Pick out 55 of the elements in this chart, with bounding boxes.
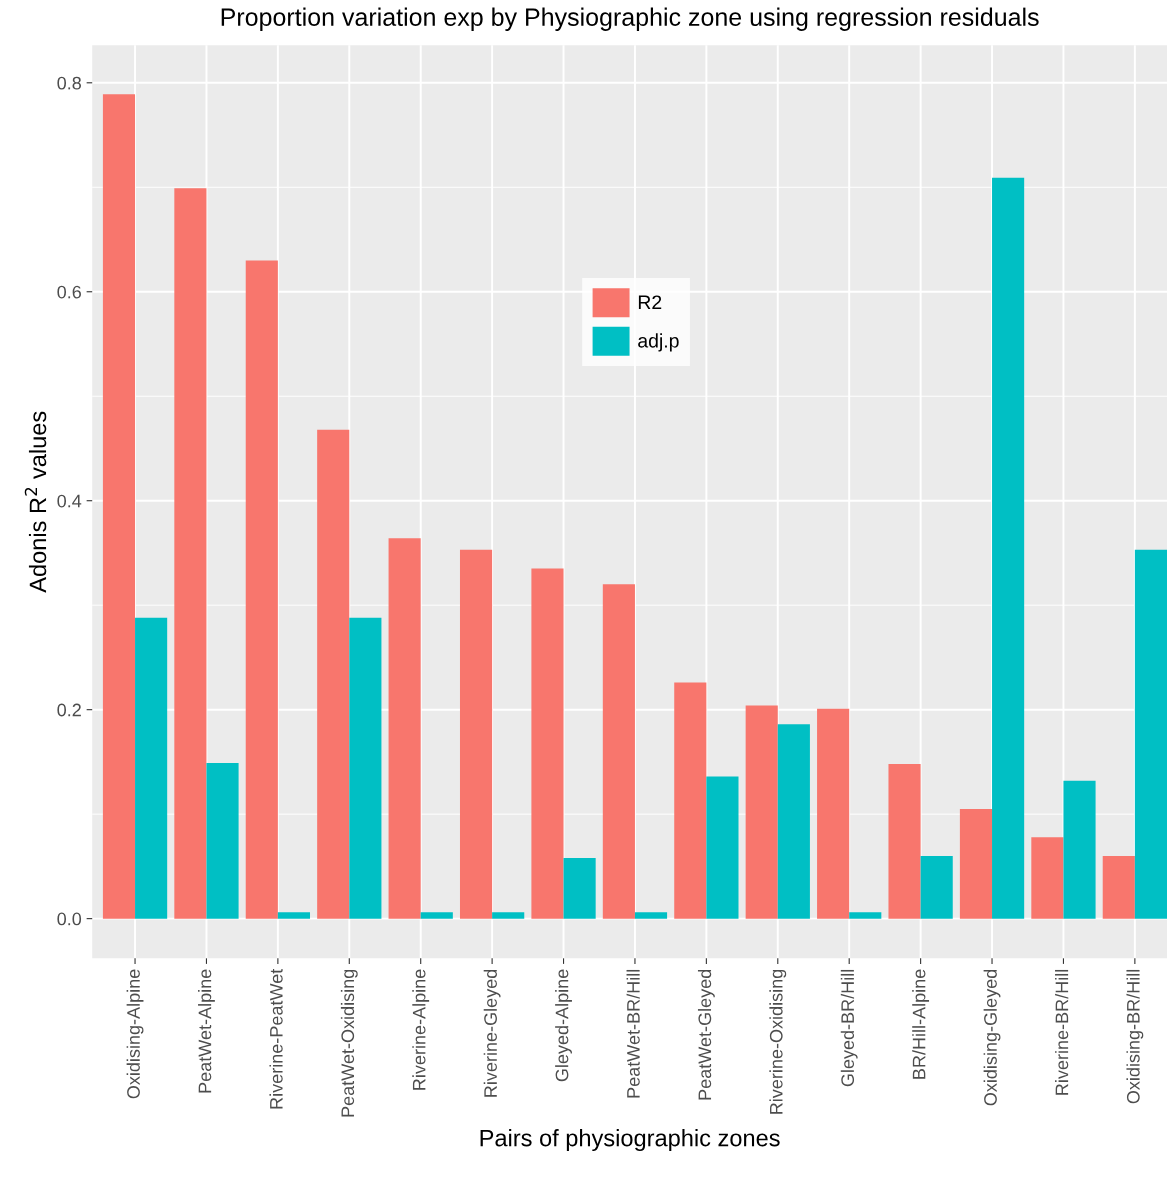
y-axis-title: Adonis R$^{2}$ values [24, 411, 47, 593]
bar [388, 538, 421, 919]
bar [634, 912, 668, 919]
chart-title: Proportion variation exp by Physiographic zone using regression residuals [221, 7, 1039, 31]
bar [920, 855, 953, 919]
x-tick-label: Gleyed-Alpine [555, 969, 572, 1082]
bar [706, 776, 739, 919]
y-tick-label: 0.0 [57, 912, 82, 926]
bar [420, 912, 453, 919]
bar [1102, 855, 1135, 919]
bar [888, 764, 921, 919]
bar [174, 188, 207, 919]
bar [206, 762, 239, 919]
bar [1063, 780, 1096, 919]
x-tick-label: PeatWet-BR/Hill [626, 969, 640, 1098]
bar [602, 584, 635, 919]
x-tick-label: Riverine-Gleyed [483, 969, 501, 1097]
bar [277, 912, 311, 919]
x-tick-label: Riverine-PeatWet [269, 968, 283, 1109]
legend-label: R2 [638, 295, 662, 309]
x-tick-label: Riverine-Oxidising [769, 969, 787, 1114]
x-tick-label: Oxidising-BR/Hill [1126, 969, 1144, 1104]
x-tick-label: Riverine-Alpine [412, 969, 430, 1090]
x-tick-label: Gleyed-BR/Hill [840, 969, 858, 1087]
bar [492, 912, 525, 919]
x-tick-label: Riverine-BR/Hill [1055, 969, 1069, 1095]
bar [563, 858, 596, 919]
bar [992, 177, 1025, 919]
y-tick-label: 0.8 [57, 76, 81, 90]
bar [777, 724, 810, 919]
bar [317, 429, 350, 919]
x-axis-title: Pairs of physiographic zones [480, 1129, 780, 1152]
x-tick-label: PeatWet-Alpine [198, 969, 215, 1093]
x-tick-label: PeatWet-Gleyed [697, 969, 715, 1100]
x-tick-label: Oxidising-Gleyed [983, 969, 1001, 1106]
bar [459, 549, 493, 919]
bar [674, 682, 707, 919]
bar [135, 617, 168, 919]
bar [245, 260, 278, 919]
bar [745, 705, 778, 919]
bar [531, 568, 564, 919]
bar [1031, 837, 1064, 919]
y-tick-label: 0.2 [57, 703, 81, 717]
x-tick-label: PeatWet-Oxidising [340, 969, 358, 1117]
bar [349, 617, 382, 919]
x-tick-label: Oxidising-Alpine [126, 969, 144, 1099]
y-tick-label: 0.4 [57, 494, 82, 508]
legend-label: adj.p [638, 333, 679, 352]
bar [959, 808, 993, 919]
bar [1134, 549, 1167, 919]
x-tick-label: BR/Hill-Alpine [912, 969, 930, 1079]
bar [849, 912, 882, 919]
bar [817, 708, 850, 919]
bar [102, 94, 136, 919]
y-tick-label: 0.6 [57, 285, 81, 299]
